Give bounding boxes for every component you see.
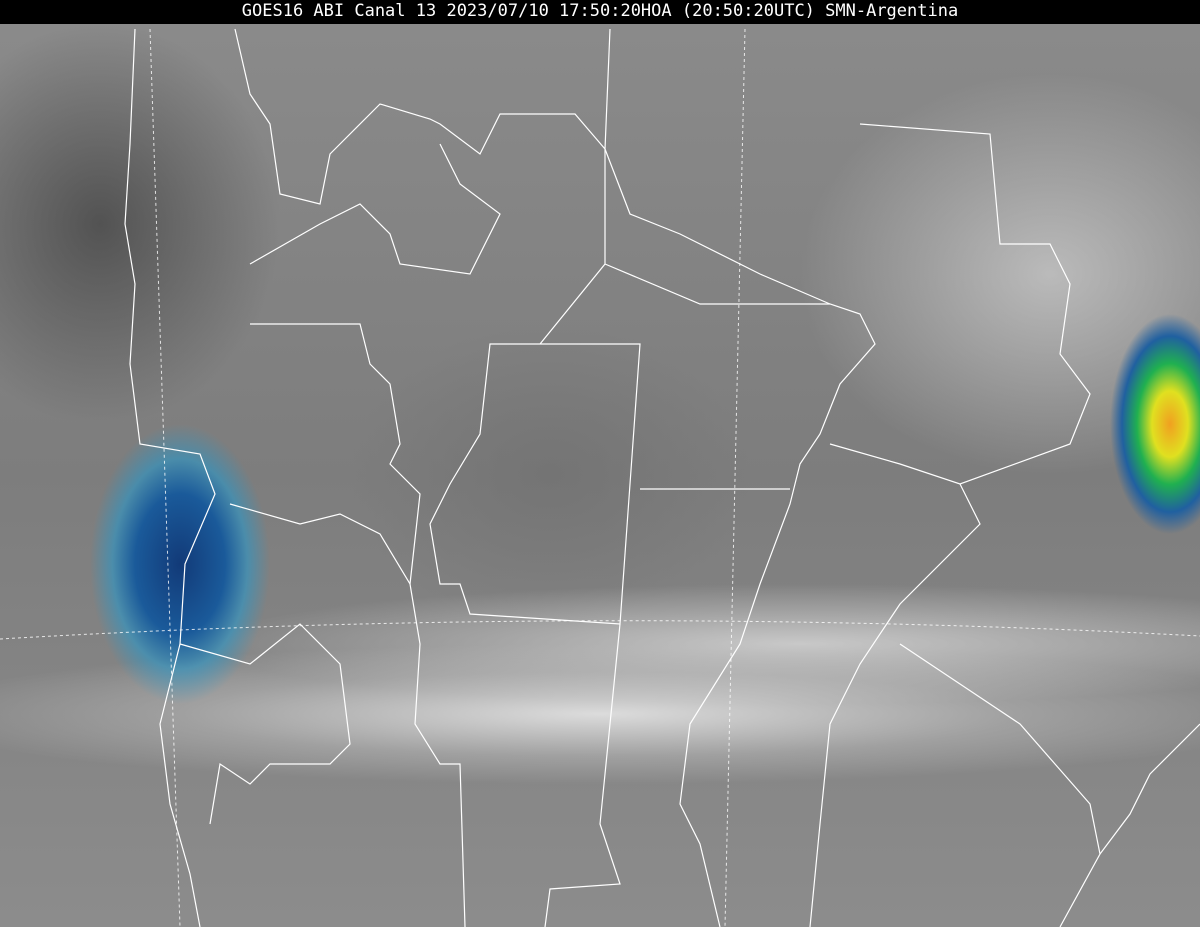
political-boundaries — [124, 28, 1200, 927]
province-border — [809, 483, 981, 927]
boundary-overlay — [0, 28, 1200, 927]
meridian-line — [149, 28, 181, 927]
province-border — [249, 143, 501, 275]
coastline — [1099, 723, 1200, 855]
province-border — [429, 149, 641, 625]
province-border — [179, 623, 351, 825]
province-border — [899, 643, 1101, 927]
image-title: GOES16 ABI Canal 13 2023/07/10 17:50:20H… — [0, 0, 1200, 24]
province-border — [250, 323, 421, 585]
province-border — [234, 28, 611, 205]
province-border — [829, 123, 1091, 485]
graticule — [0, 28, 1200, 927]
province-border — [544, 623, 621, 927]
province-border — [604, 263, 830, 305]
province-border — [229, 503, 466, 927]
satellite-image — [0, 24, 1200, 927]
parallel-line — [0, 620, 1200, 640]
meridian-line — [724, 28, 746, 927]
chile-argentina-border — [124, 28, 216, 927]
province-border — [604, 148, 876, 927]
